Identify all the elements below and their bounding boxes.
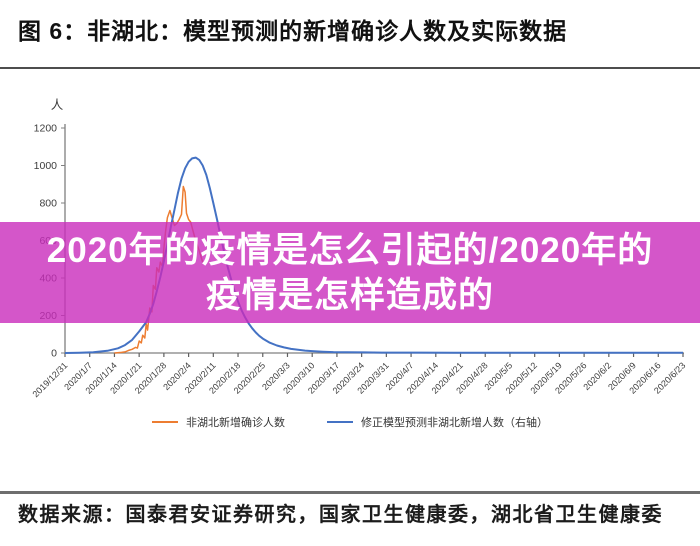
legend-line-swatch-blue xyxy=(327,421,353,423)
legend-item-model: 修正模型预测非湖北新增人数（右轴） xyxy=(327,414,548,430)
overlay-watermark-banner: 2020年的疫情是怎么引起的/2020年的 疫情是怎样造成的 xyxy=(0,222,700,323)
figure-title: 图 6：非湖北：模型预测的新增确诊人数及实际数据 xyxy=(18,18,568,44)
legend-label-model: 修正模型预测非湖北新增人数（右轴） xyxy=(361,417,548,429)
x-tick-label: 2019/12/31 xyxy=(30,360,69,399)
y-tick-label: 1000 xyxy=(34,160,58,172)
y-tick-label: 0 xyxy=(51,348,57,360)
legend-label-actual: 非湖北新增确诊人数 xyxy=(186,417,285,429)
title-divider xyxy=(0,67,700,69)
y-tick-label: 800 xyxy=(39,198,57,210)
source-divider xyxy=(0,491,700,494)
overlay-text-line1: 2020年的疫情是怎么引起的/2020年的 xyxy=(46,230,654,270)
overlay-text-line2: 疫情是怎样造成的 xyxy=(205,275,494,315)
chart-legend: 非湖北新增确诊人数 修正模型预测非湖北新增人数（右轴） xyxy=(0,414,700,430)
legend-line-swatch-orange xyxy=(152,421,178,423)
y-axis-unit-label: 人 xyxy=(51,98,64,112)
data-source-text: 数据来源：国泰君安证券研究，国家卫生健康委，湖北省卫生健康委 xyxy=(18,504,663,526)
y-tick-label: 1200 xyxy=(34,123,58,135)
line-chart: 020040060080010001200人2019/12/312020/1/7… xyxy=(30,98,687,399)
legend-item-actual: 非湖北新增确诊人数 xyxy=(152,414,285,430)
